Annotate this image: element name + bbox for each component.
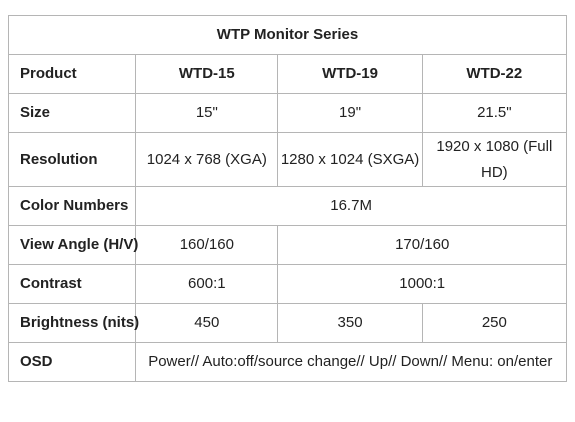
table-title: WTP Monitor Series	[8, 15, 567, 55]
model-wtd-22: WTD-22	[421, 54, 568, 94]
title-row: WTP Monitor Series	[8, 15, 567, 55]
brightness-wtd-22: 250	[421, 303, 568, 343]
size-wtd-22: 21.5"	[421, 93, 568, 133]
view-angle-label: View Angle (H/V)	[7, 225, 138, 265]
size-wtd-15: 15"	[135, 93, 279, 133]
model-wtd-19: WTD-19	[277, 54, 423, 94]
contrast-label: Contrast	[7, 264, 137, 304]
brightness-label: Brightness (nits)	[7, 303, 139, 343]
view-angle-wtd-15: 160/160	[135, 225, 279, 265]
contrast-wtd-19-22: 1000:1	[277, 264, 567, 304]
size-wtd-19: 19"	[277, 93, 423, 133]
contrast-row: Contrast 600:1 1000:1	[7, 264, 567, 304]
product-label: Product	[7, 54, 137, 94]
brightness-wtd-19: 350	[277, 303, 423, 343]
resolution-wtd-15: 1024 x 768 (XGA)	[135, 132, 279, 187]
monitor-spec-table: WTP Monitor Series Product WTD-15 WTD-19…	[7, 15, 568, 382]
view-angle-row: View Angle (H/V) 160/160 170/160	[7, 225, 567, 265]
resolution-label: Resolution	[7, 132, 137, 187]
color-numbers-label: Color Numbers	[7, 186, 137, 226]
model-wtd-15: WTD-15	[135, 54, 279, 94]
osd-value: Power// Auto:off/source change// Up// Do…	[135, 342, 567, 382]
color-numbers-value: 16.7M	[135, 186, 567, 226]
osd-label: OSD	[7, 342, 137, 382]
brightness-row: Brightness (nits) 450 350 250	[7, 303, 568, 343]
osd-row: OSD Power// Auto:off/source change// Up/…	[7, 342, 567, 382]
size-label: Size	[7, 93, 137, 133]
product-row: Product WTD-15 WTD-19 WTD-22	[7, 54, 568, 94]
resolution-wtd-19: 1280 x 1024 (SXGA)	[277, 132, 423, 187]
contrast-wtd-15: 600:1	[135, 264, 279, 304]
resolution-wtd-22: 1920 x 1080 (Full HD)	[421, 132, 568, 187]
view-angle-wtd-19-22: 170/160	[277, 225, 567, 265]
resolution-row: Resolution 1024 x 768 (XGA) 1280 x 1024 …	[7, 132, 568, 187]
brightness-wtd-15: 450	[135, 303, 279, 343]
size-row: Size 15" 19" 21.5"	[7, 93, 568, 133]
color-numbers-row: Color Numbers 16.7M	[7, 186, 567, 226]
